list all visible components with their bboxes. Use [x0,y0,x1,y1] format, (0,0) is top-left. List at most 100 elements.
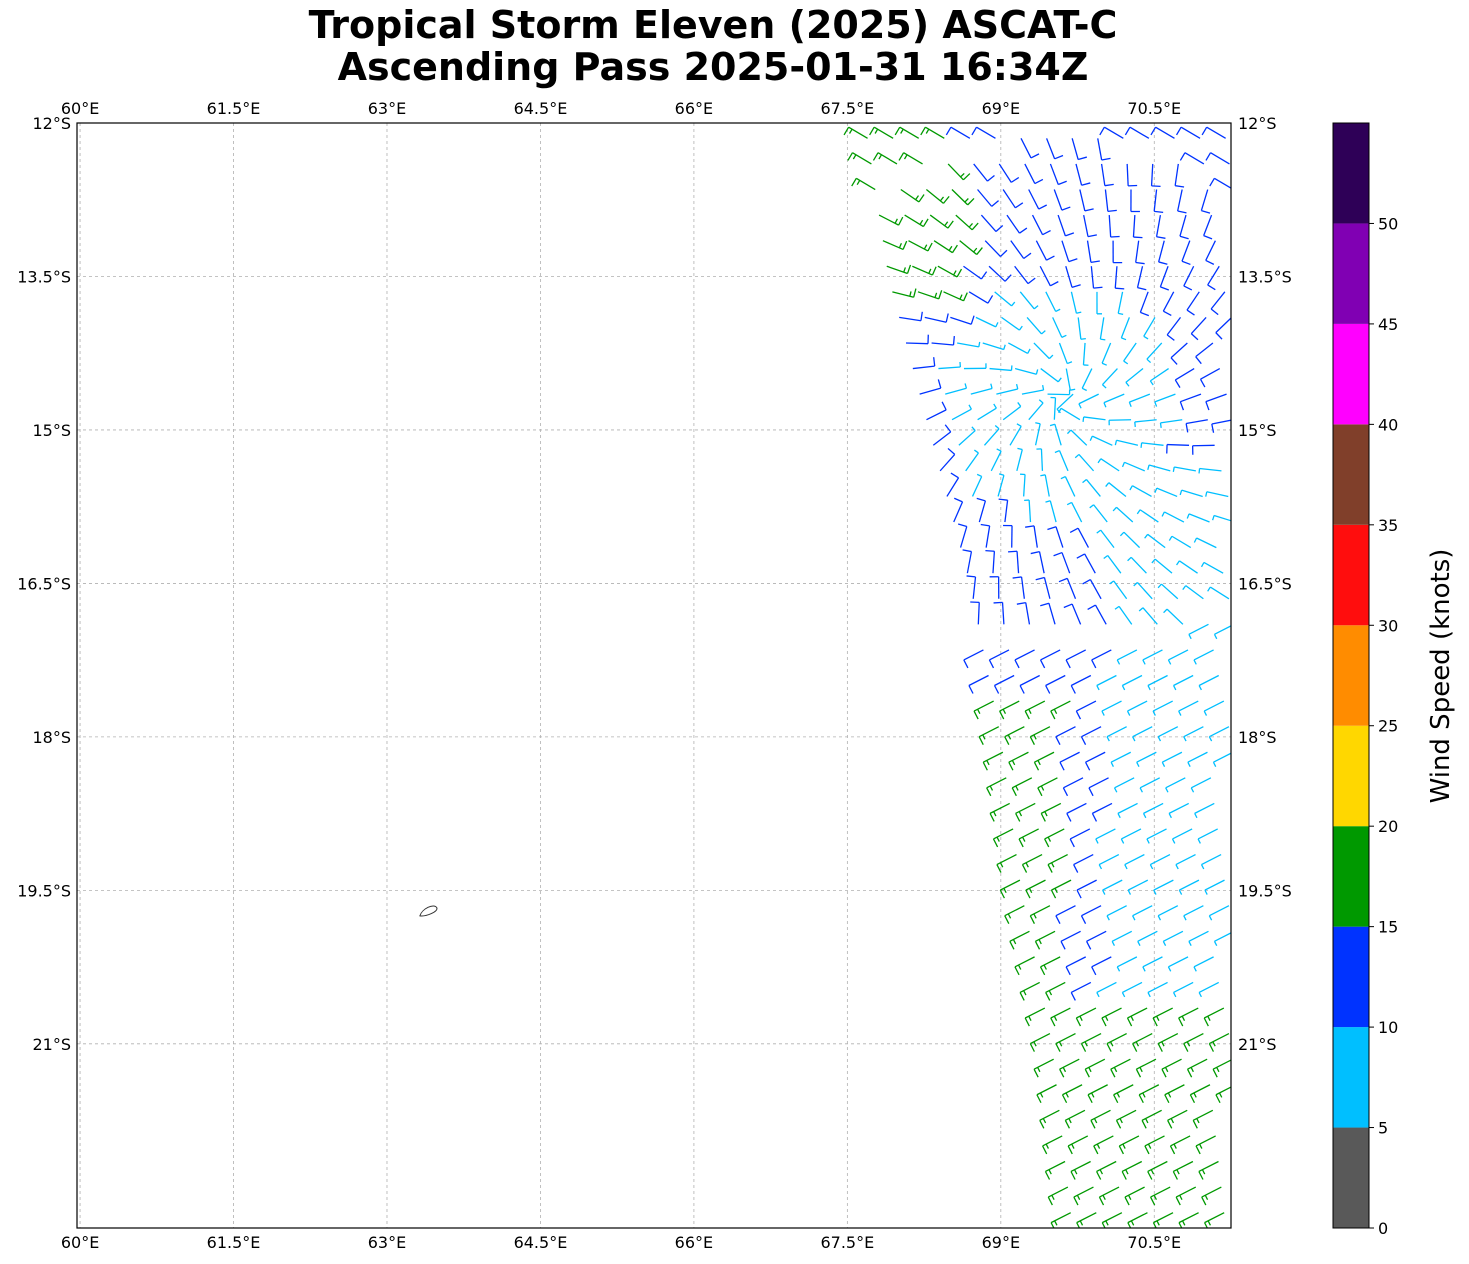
wind-barb-shaft [1040,649,1061,661]
wind-barb-shaft [1150,368,1169,382]
wind-barb-shaft [1142,607,1158,625]
wind-barb-shaft [1061,552,1071,574]
wind-barb-half-flag [1162,940,1167,947]
wind-barb-half-flag [1120,838,1125,844]
wind-barb-shaft [1181,240,1191,262]
wind-barb-half-flag [1041,384,1045,391]
wind-barb-half-flag [1114,440,1118,446]
wind-barb-shaft [1153,189,1158,212]
map-gridlines [77,122,1231,1228]
wind-barb-flag [1067,1145,1073,1155]
wind-barb-half-flag [1176,1169,1180,1175]
wind-barb-shaft [1004,500,1009,523]
wind-barb-half-flag [1190,787,1195,793]
wind-barb-flag [938,290,943,300]
wind-barb-half-flag [1186,1041,1191,1047]
wind-barb-shaft [1203,1007,1225,1019]
lon-tick-label-bottom: 69°E [982,1233,1020,1252]
wind-barb-shaft [1090,1109,1111,1121]
wind-barb-flag [953,497,963,503]
wind-barb-flag [1019,227,1028,234]
wind-barb-half-flag [1089,435,1093,441]
wind-barb-shaft [1193,956,1214,968]
wind-barb-shaft [1077,527,1090,548]
wind-barb-half-flag [1038,939,1042,945]
wind-barb-shaft [1002,405,1022,421]
wind-barb-half-flag [1109,580,1115,585]
wind-barb-half-flag [1196,1118,1200,1124]
wind-barb-shaft [1075,102,1094,113]
wind-barb-flag [1004,915,1010,925]
wind-barb-half-flag [1176,560,1180,566]
wind-barb-shaft [1069,828,1091,840]
wind-barb-flag [1195,356,1202,365]
wind-barb-half-flag [925,128,930,134]
wind-barb-shaft [1101,342,1112,364]
wind-barb-half-flag [1106,915,1110,921]
wind-barb-shaft [1077,317,1082,340]
lon-tick-label-top: 67.5°E [820,99,874,118]
wind-barb-shaft [1210,152,1230,165]
wind-barb-half-flag [973,449,979,454]
wind-barb-half-flag [1043,964,1047,970]
wind-barb-flag [1163,310,1172,317]
wind-barb-shaft [908,240,929,252]
wind-barb-shaft [1173,981,1194,994]
wind-barb-shaft [1019,981,1040,994]
wind-barb-shaft [1028,402,1044,421]
wind-barb-shaft [1174,367,1195,381]
wind-barb-half-flag [1156,1220,1160,1226]
wind-barb-shaft [1106,905,1127,917]
lon-tick-label-bottom: 64.5°E [514,1233,568,1252]
wind-barb-flag [1076,889,1082,899]
wind-barb-flag [1054,154,1064,160]
wind-barb-flag [1137,287,1147,291]
wind-barb-flag [1009,940,1015,950]
wind-barb-shaft [1070,1160,1091,1173]
wind-barb-shaft [1209,1033,1230,1045]
wind-barb-half-flag [1044,811,1048,817]
wind-barb-half-flag [1178,710,1182,716]
wind-barb-flag [1047,526,1057,531]
wind-barb-half-flag [1137,940,1141,947]
wind-barb-flag [1101,1017,1107,1027]
wind-barb-shaft [978,726,1000,738]
wind-barb-shaft [903,152,923,165]
wind-barb-shaft [966,551,973,574]
wind-barb-flag [951,244,958,254]
wind-barb-shaft [1020,138,1032,159]
wind-barb-shaft [1132,726,1153,738]
wind-barb-half-flag [1012,939,1017,945]
wind-barb-shaft [1066,578,1077,600]
wind-barb-shaft [1123,342,1137,362]
lon-tick-label-top: 70.5°E [1127,99,1181,118]
wind-barb-flag [973,710,979,720]
wind-barb-flag [1011,787,1017,797]
wind-barb-shaft [1215,317,1231,334]
wind-barb-shaft [971,476,983,497]
wind-barb-shaft [1073,1186,1094,1198]
wind-barb-half-flag [1033,1041,1037,1047]
wind-barb-flag [1189,1094,1196,1104]
wind-barb-shaft [1141,1109,1162,1121]
wind-barb-half-flag [1198,468,1201,474]
wind-barb-shaft [1184,152,1205,165]
wind-barb-flag [1091,966,1097,976]
wind-barb-shaft [1163,930,1184,942]
wind-barb-shaft [972,576,977,599]
lon-tick-label-top: 61.5°E [207,99,261,118]
wind-barb-shaft [1058,342,1068,364]
wind-barb-shaft [1116,439,1139,446]
wind-barb-shaft [1167,1109,1188,1121]
wind-barb-flag [1069,527,1079,533]
wind-barb-flag [1080,736,1087,745]
wind-barb-half-flag [1023,990,1027,996]
wind-barb-flag [944,424,952,433]
wind-barb-shaft [1004,726,1025,738]
wind-barb-flag [1044,838,1050,848]
wind-barb-half-flag [1187,761,1191,767]
wind-barb-shaft [1124,461,1145,472]
wind-barb-shaft [1178,700,1199,712]
wind-barb-shaft [1047,853,1068,866]
wind-barb-shaft [946,477,960,497]
